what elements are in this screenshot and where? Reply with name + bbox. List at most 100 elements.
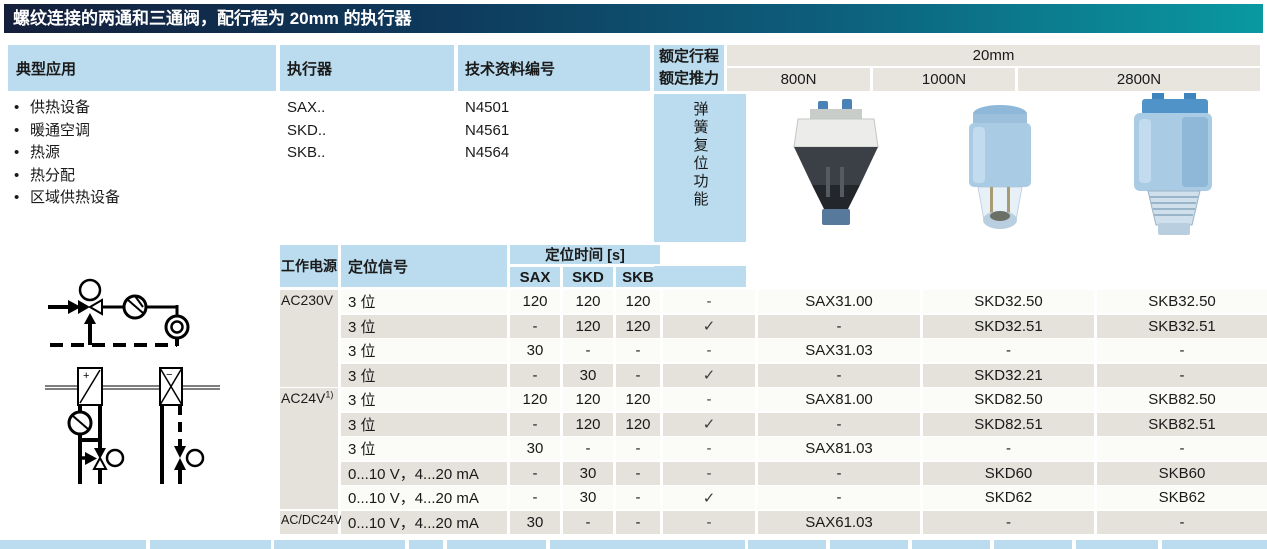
time-skb-cell: - (616, 461, 660, 485)
time-sax-cell: 120 (510, 388, 560, 411)
skb-actuator-photo (1134, 93, 1212, 235)
list-item: SAX.. (287, 99, 326, 116)
list-item: • 供热设备 (14, 97, 120, 120)
time-skd-cell: 120 (563, 388, 613, 411)
time-skb-cell: 120 (616, 314, 660, 338)
list-item: N4561 (465, 121, 510, 139)
skd-actuator-photo (969, 105, 1031, 229)
next-section-header-cell (409, 540, 443, 549)
col-header-signal: 定位信号 (341, 245, 507, 287)
model-cell: SAX61.03 (758, 510, 920, 534)
time-sax-cell: 30 (510, 437, 560, 460)
time-skb-cell: - (616, 510, 660, 534)
model-cell: SKD32.21 (923, 363, 1094, 387)
col-header-datasheet: 技术资料编号 (458, 45, 650, 91)
signal-cell: 3 位 (341, 290, 507, 313)
list-item: • 热分配 (14, 165, 120, 188)
model-cell: - (923, 510, 1094, 534)
spring-cell: ✓ (663, 363, 755, 387)
stroke-value-cell: 20mm (727, 45, 1260, 66)
signal-cell: 3 位 (341, 412, 507, 436)
model-cell: SAX31.00 (758, 290, 920, 313)
list-item: SKD.. (287, 121, 327, 139)
time-skd-cell: 30 (563, 461, 613, 485)
time-skb-cell: - (616, 339, 660, 362)
model-cell: - (758, 363, 920, 387)
spring-cell: - (663, 388, 755, 411)
model-cell: SKD32.50 (923, 290, 1094, 313)
signal-cell: 3 位 (341, 314, 507, 338)
model-cell: - (923, 437, 1094, 460)
spring-cell: - (663, 510, 755, 534)
bullet-icon: • (14, 121, 20, 139)
col-header-skb: SKB (616, 267, 660, 287)
time-skd-cell: 120 (563, 290, 613, 313)
model-cell: SKD82.51 (923, 412, 1094, 436)
col-header-positioning-time: 定位时间 [s] (510, 245, 660, 264)
model-cell: SAX81.00 (758, 388, 920, 411)
time-skd-cell: - (563, 437, 613, 460)
spring-return-cell: 弹簧复位功能 (654, 94, 746, 242)
spring-cell: - (663, 339, 755, 362)
power-group-ac24v: AC24V1) (280, 388, 338, 509)
time-sax-cell: 30 (510, 339, 560, 362)
time-skb-cell: 120 (616, 412, 660, 436)
page-title: 螺纹连接的两通和三通阀，配行程为 20mm 的执行器 (4, 4, 1263, 33)
model-cell: SAX81.03 (758, 437, 920, 460)
diagram-minus-sign: − (166, 369, 172, 381)
col-header-actuator: 执行器 (280, 45, 454, 91)
time-skd-cell: - (563, 510, 613, 534)
bullet-icon: • (14, 166, 20, 184)
spring-return-subheader-cell (654, 266, 746, 287)
rated-stroke-label: 额定行程 (659, 48, 720, 65)
next-section-header-cell (447, 540, 546, 549)
bullet-icon: • (14, 144, 20, 161)
next-section-header-cell (994, 540, 1072, 549)
time-sax-cell: 30 (510, 510, 560, 534)
force-cell-800n: 800N (727, 68, 870, 91)
list-item: SKB.. (287, 144, 326, 161)
model-cell: SKB62 (1097, 486, 1267, 509)
next-section-header-cell (150, 540, 271, 549)
list-item: • 区域供热设备 (14, 187, 120, 210)
time-skb-cell: 120 (616, 388, 660, 411)
time-skb-cell: 120 (616, 290, 660, 313)
datasheet-numbers-list: N4501 N4561 N4564 (465, 97, 509, 165)
actuator-series-list: SAX.. SKD.. SKB.. (287, 97, 326, 165)
model-cell: - (1097, 363, 1267, 387)
next-section-header-cell (912, 540, 990, 549)
model-cell: SKB32.51 (1097, 314, 1267, 338)
col-header-power: 工作电源 (280, 245, 338, 287)
force-cell-2800n: 2800N (1018, 68, 1260, 91)
list-item: N4501 (465, 99, 510, 116)
model-cell: SKD82.50 (923, 388, 1094, 411)
model-cell: SKD62 (923, 486, 1094, 509)
signal-cell: 3 位 (341, 363, 507, 387)
col-header-skd: SKD (563, 267, 613, 287)
time-skd-cell: 120 (563, 412, 613, 436)
power-group-ac230v: AC230V (280, 290, 338, 387)
sax-actuator-photo (793, 99, 879, 225)
signal-cell: 0...10 V，4...20 mA (341, 461, 507, 485)
signal-cell: 0...10 V，4...20 mA (341, 510, 507, 534)
time-sax-cell: - (510, 363, 560, 387)
spring-cell: - (663, 461, 755, 485)
time-skb-cell: - (616, 437, 660, 460)
next-section-header-cell (1162, 540, 1267, 549)
spring-cell: ✓ (663, 486, 755, 509)
time-skd-cell: - (563, 339, 613, 362)
typical-applications-list: • 供热设备 • 暖通空调 • 热源 • 热分配 • 区域供热设备 (14, 97, 120, 210)
bullet-icon: • (14, 99, 20, 116)
model-cell: SKB82.50 (1097, 388, 1267, 411)
list-item: N4564 (465, 144, 510, 161)
time-skd-cell: 120 (563, 314, 613, 338)
force-cell-1000n: 1000N (873, 68, 1015, 91)
hydraulic-diagram: + − (45, 278, 220, 484)
time-skd-cell: 30 (563, 363, 613, 387)
spring-cell: - (663, 437, 755, 460)
model-cell: - (758, 461, 920, 485)
bullet-icon: • (14, 189, 20, 206)
next-section-header-cell (274, 540, 405, 549)
time-sax-cell: - (510, 412, 560, 436)
time-sax-cell: - (510, 314, 560, 338)
